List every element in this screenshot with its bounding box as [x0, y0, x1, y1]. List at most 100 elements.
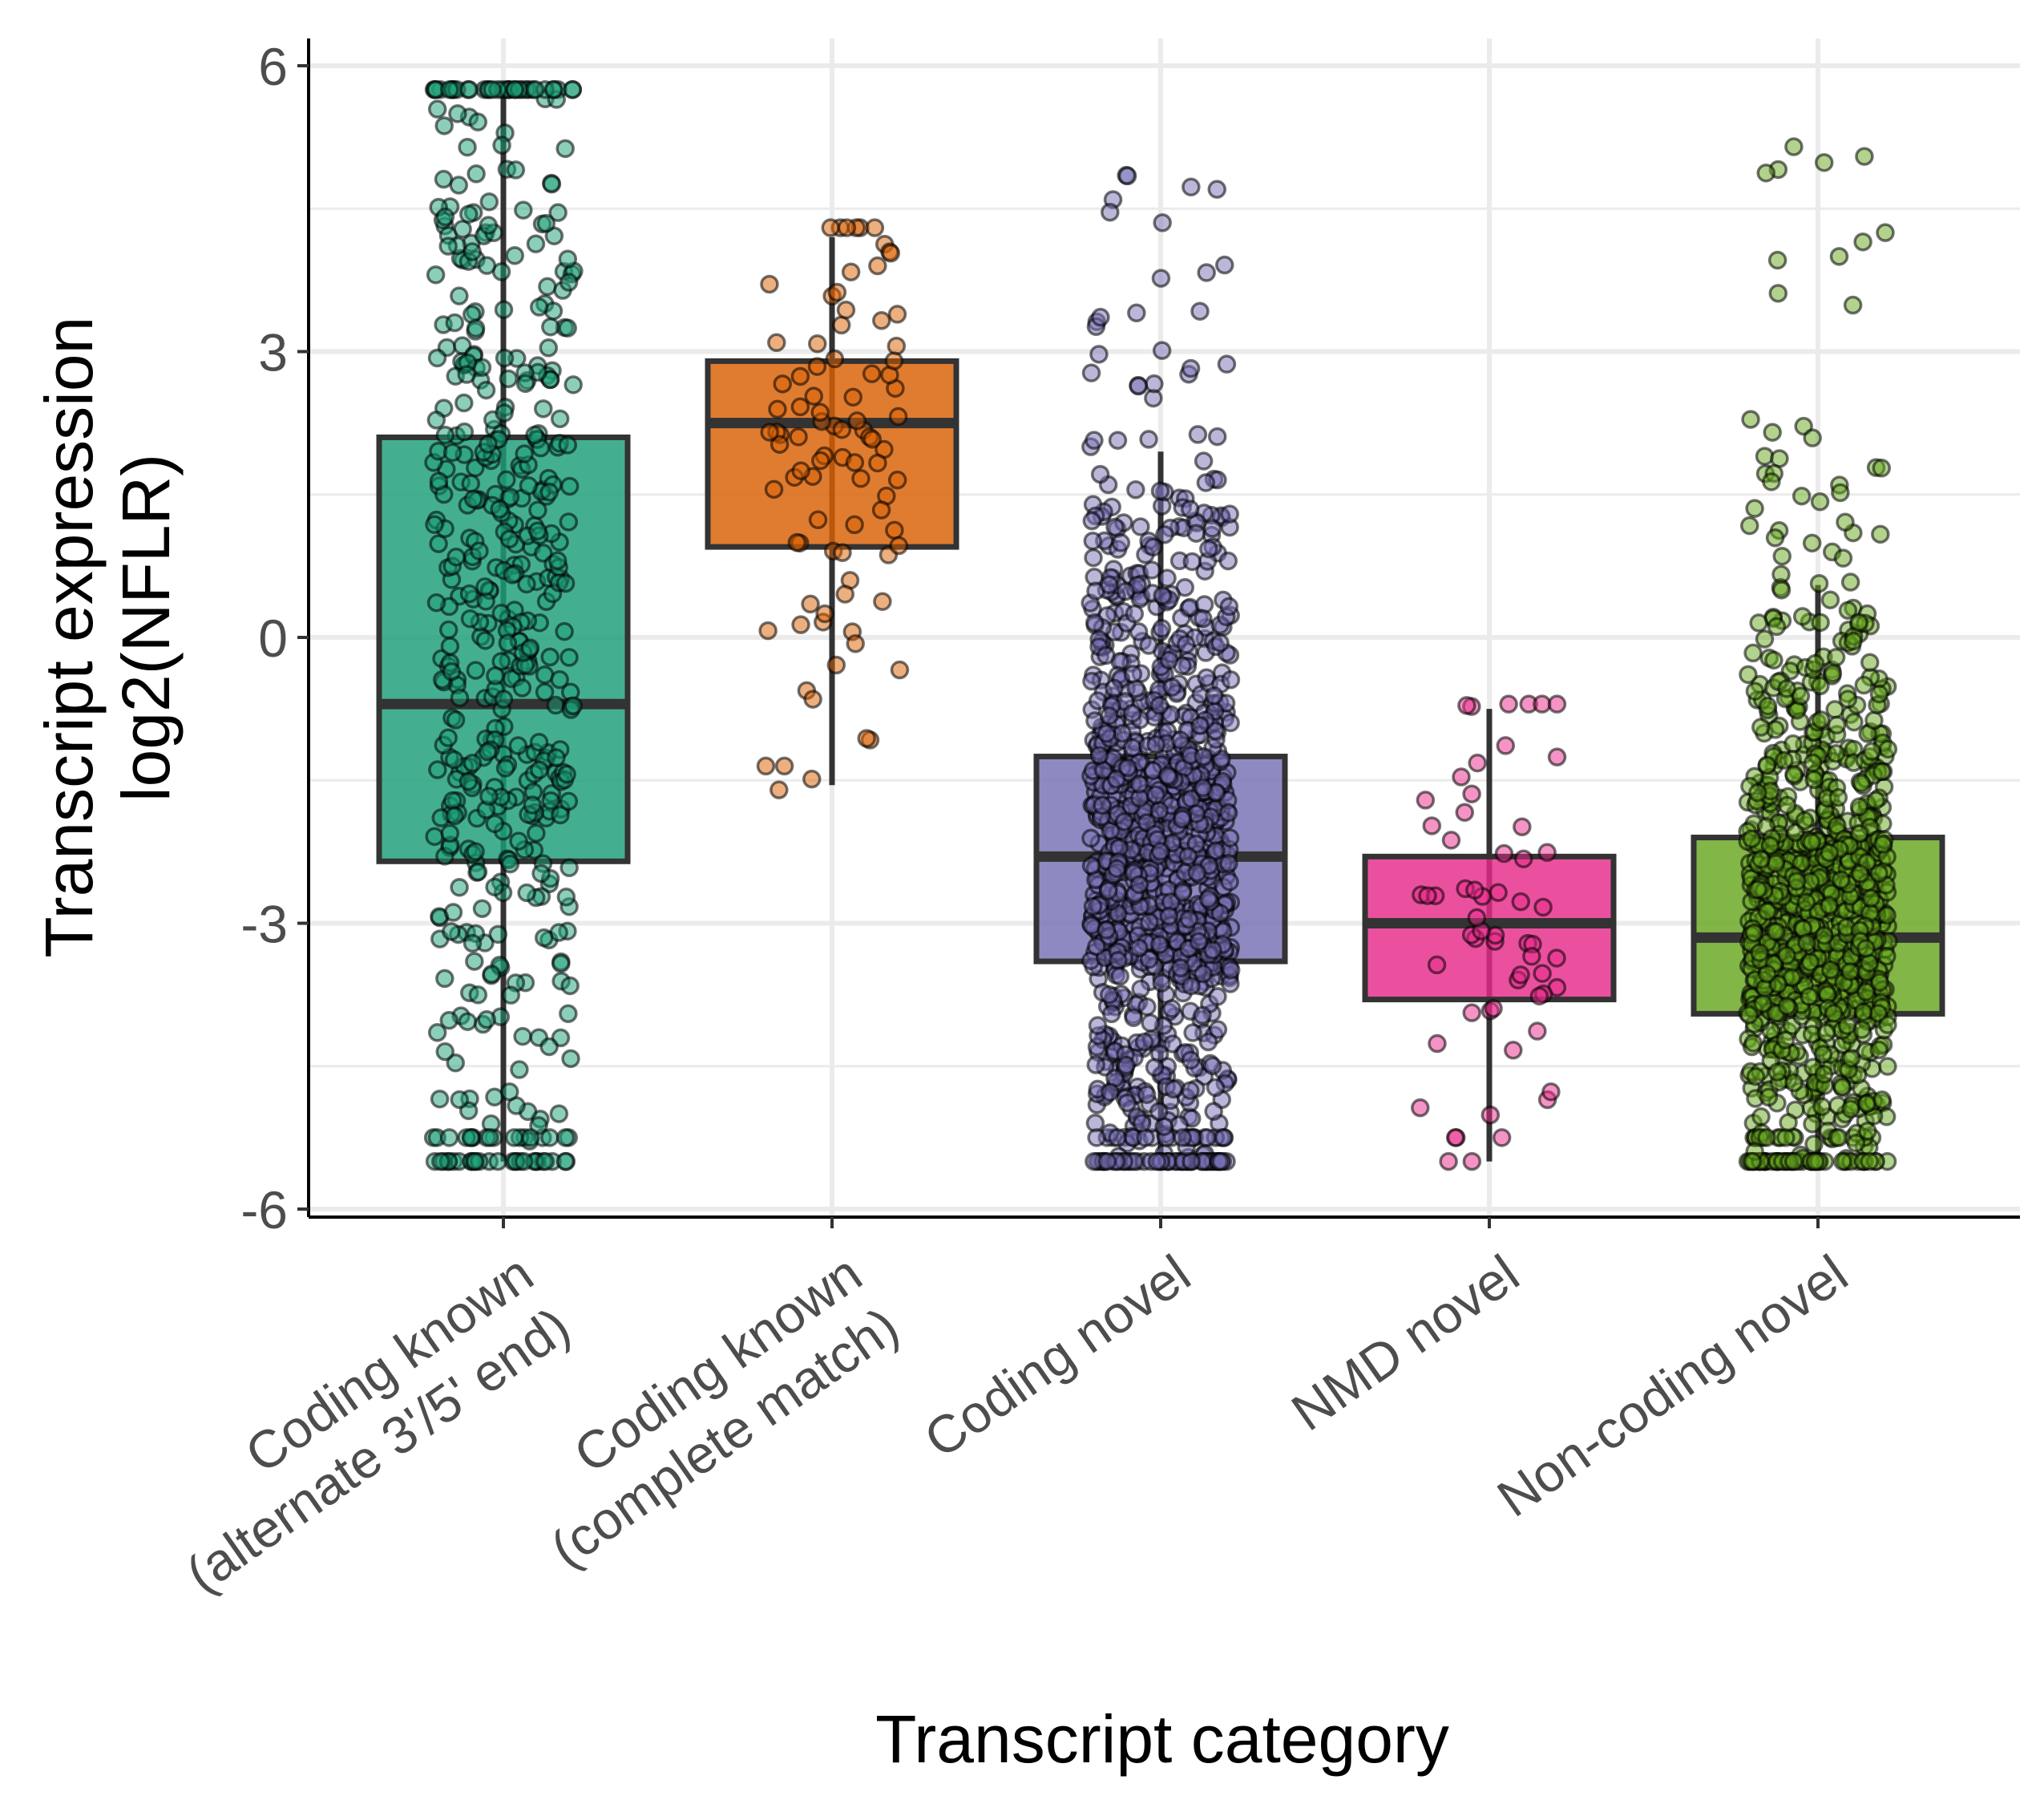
jitter-point — [1097, 1151, 1117, 1171]
jitter-points — [423, 79, 1898, 1171]
jitter-point — [1217, 354, 1237, 374]
jitter-point — [1150, 842, 1170, 861]
jitter-point — [1093, 795, 1112, 815]
jitter-point — [790, 366, 810, 386]
jitter-point — [1221, 670, 1241, 690]
jitter-point — [1784, 1151, 1804, 1171]
jitter-point — [825, 349, 845, 369]
jitter-point — [425, 827, 444, 847]
jitter-point — [1139, 636, 1158, 655]
jitter-point — [457, 365, 476, 384]
jitter-point — [1145, 1058, 1165, 1077]
jitter-point — [520, 638, 540, 657]
x-tick-label-line: Non-coding novel — [1487, 1244, 1858, 1528]
jitter-point — [1795, 811, 1815, 831]
jitter-point — [540, 647, 559, 667]
jitter-point — [1831, 483, 1850, 503]
jitter-point — [802, 769, 822, 789]
jitter-point — [815, 604, 834, 624]
jitter-point — [1751, 1107, 1771, 1126]
jitter-point — [529, 732, 549, 752]
jitter-point — [1826, 744, 1846, 763]
jitter-point — [463, 489, 483, 509]
jitter-point — [426, 593, 446, 613]
jitter-point — [1085, 431, 1104, 450]
jitter-point — [789, 427, 808, 447]
jitter-point — [1194, 609, 1213, 629]
jitter-point — [1767, 250, 1787, 270]
jitter-point — [1844, 712, 1864, 732]
jitter-point — [458, 771, 479, 791]
jitter-point — [499, 529, 519, 549]
y-tick-labels: 6 3 0 -3 -6 — [240, 37, 309, 1240]
jitter-point — [434, 169, 454, 189]
jitter-point — [1220, 504, 1239, 524]
jitter-point — [1108, 1128, 1127, 1147]
jitter-point — [429, 471, 449, 491]
jitter-point — [425, 515, 444, 534]
jitter-point — [1765, 528, 1785, 548]
jitter-point — [1173, 1128, 1192, 1147]
jitter-point — [1109, 951, 1128, 970]
y-tick-label: -3 — [240, 895, 288, 954]
jitter-point — [557, 764, 576, 784]
jitter-point — [1784, 137, 1804, 156]
jitter-point — [435, 207, 455, 227]
jitter-point — [446, 547, 466, 567]
jitter-point — [1452, 767, 1471, 787]
jitter-point — [472, 899, 492, 918]
jitter-point — [1134, 1032, 1154, 1052]
jitter-point — [1743, 1033, 1763, 1053]
jitter-point — [559, 512, 579, 532]
jitter-point — [534, 399, 553, 419]
jitter-point — [1827, 715, 1847, 735]
jitter-point — [1157, 568, 1177, 588]
jitter-point — [1849, 797, 1869, 816]
jitter-point — [1149, 935, 1169, 954]
jitter-point — [1872, 762, 1892, 781]
jitter-point — [494, 300, 514, 319]
jitter-point — [1744, 923, 1764, 943]
jitter-point — [1541, 1082, 1561, 1102]
jitter-point — [1190, 716, 1210, 735]
jitter-point — [1751, 849, 1771, 869]
jitter-point — [888, 407, 908, 427]
jitter-point — [536, 213, 556, 233]
jitter-point — [1792, 486, 1812, 506]
jitter-point — [1215, 255, 1234, 275]
x-tick-label: Non-coding novel — [1487, 1244, 1858, 1528]
jitter-point — [480, 1128, 499, 1147]
jitter-point — [1802, 533, 1822, 553]
jitter-point — [1117, 1055, 1136, 1075]
jitter-point — [1815, 152, 1834, 172]
jitter-point — [1804, 1135, 1824, 1154]
jitter-point — [1131, 517, 1150, 536]
jitter-point — [791, 461, 810, 480]
jitter-point — [1866, 791, 1886, 810]
jitter-point — [446, 1053, 466, 1073]
jitter-point — [1110, 966, 1130, 986]
jitter-point — [1211, 1151, 1230, 1171]
jitter-point — [1206, 1078, 1226, 1098]
jitter-point — [1145, 374, 1164, 394]
jitter-point — [1117, 1093, 1137, 1113]
jitter-point — [1427, 955, 1447, 975]
jitter-point — [1210, 633, 1230, 653]
jitter-point — [1123, 738, 1142, 758]
jitter-point — [1418, 886, 1437, 905]
jitter-point — [426, 411, 446, 430]
jitter-point — [1097, 645, 1116, 665]
jitter-point — [1188, 425, 1208, 444]
jitter-point — [1189, 932, 1209, 952]
jitter-point — [1187, 863, 1207, 883]
jitter-point — [458, 1012, 478, 1031]
jitter-point — [517, 574, 536, 594]
jitter-point — [1838, 690, 1858, 709]
jitter-point — [1089, 345, 1109, 364]
jitter-point — [459, 584, 479, 604]
jitter-point — [468, 985, 488, 1005]
jitter-point — [549, 1104, 569, 1123]
jitter-point — [440, 823, 460, 843]
jitter-point — [873, 592, 892, 611]
